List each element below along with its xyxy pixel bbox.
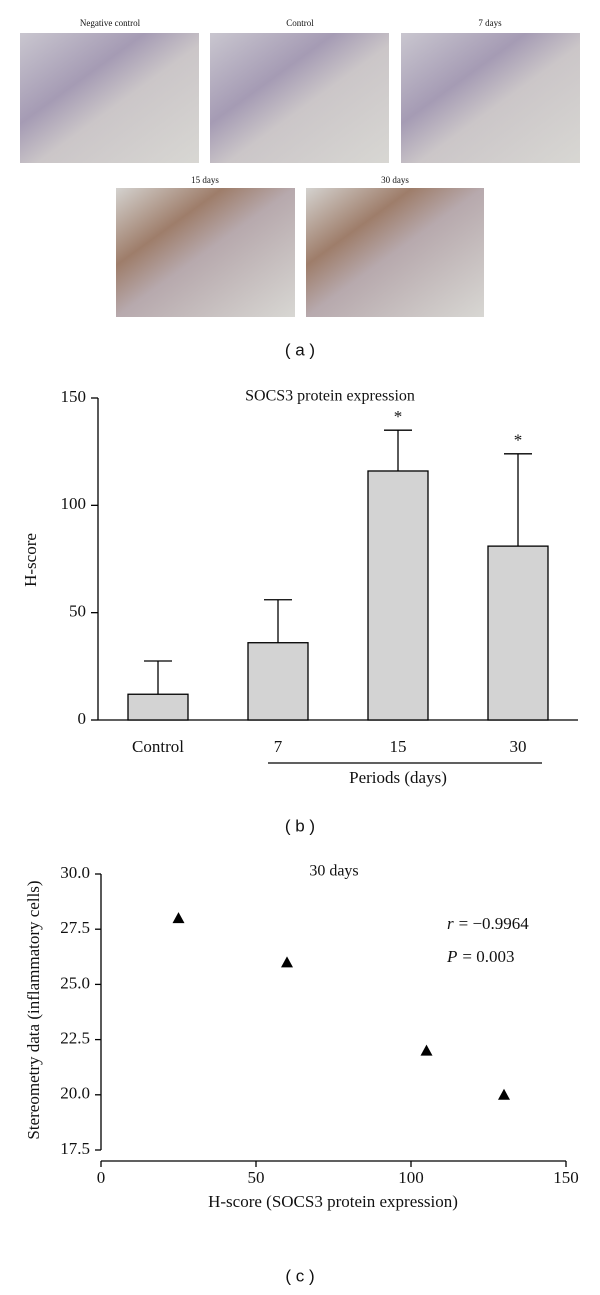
caption: ( a ) [285,340,315,359]
image-label: 15 days [191,175,219,185]
y-tick-label: 100 [61,494,87,513]
point [420,1044,433,1056]
image-label: Control [286,18,314,28]
x-axis-label: H-score (SOCS3 protein expression) [208,1192,458,1211]
x-tick-label: 30 [510,737,527,756]
chart-title: SOCS3 protein expression [245,388,415,405]
micrograph [401,33,580,163]
stat: r = −0.9964 [447,914,529,933]
point [172,912,185,924]
y-tick-label: 50 [69,602,86,621]
x-tick-label: 15 [390,737,407,756]
x-tick-label: 100 [398,1168,424,1187]
y-tick-label: 20.0 [60,1084,90,1103]
stat-value: = −0.9964 [459,914,530,933]
y-tick-label: 150 [61,387,87,406]
x-tick-label: Control [132,737,184,756]
y-tick-label: 30.0 [60,863,90,882]
micrograph [306,188,484,317]
y-axis-label: Stereometry data (inflammatory cells) [24,880,43,1139]
stat-value: = 0.003 [462,947,514,966]
y-axis-label: H-score [21,533,40,587]
x-tick-label: 50 [248,1168,265,1187]
bar [367,470,429,721]
y-tick-label: 25.0 [60,973,90,992]
chart-title: 30 days [309,863,358,880]
bar [487,545,549,721]
stat-symbol: P [446,947,457,966]
x-tick-label: 150 [553,1168,579,1187]
bar [127,693,189,721]
image-label: Negative control [80,18,141,28]
x-axis-label: Periods (days) [349,768,447,787]
y-tick-label: 22.5 [60,1029,90,1048]
micrograph [20,33,199,163]
x-tick-label: 7 [274,737,283,756]
stat: P = 0.003 [446,947,514,966]
panel-a: Negative control Control 7 days 15 days … [20,18,580,359]
micrograph [116,188,295,317]
micrograph [210,33,389,163]
caption: ( c ) [285,1266,314,1285]
point [281,956,293,968]
image-label: 7 days [478,18,502,28]
image-label: 30 days [381,175,409,185]
point [498,1088,510,1100]
y-tick-label: 27.5 [60,918,90,937]
stat-symbol: r [447,914,454,933]
y-tick-label: 17.5 [60,1139,90,1158]
x-tick-label: 0 [97,1168,106,1187]
caption: ( b ) [285,816,315,835]
significance: * [514,431,523,450]
y-tick-label: 0 [78,709,87,728]
significance: * [394,407,403,426]
bar [247,642,309,721]
